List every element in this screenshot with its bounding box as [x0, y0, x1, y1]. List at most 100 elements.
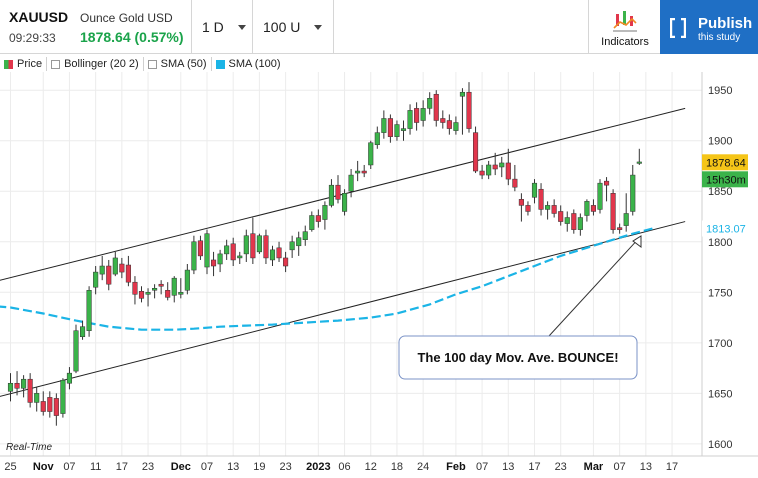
candle [269, 245, 276, 267]
candle-body [623, 213, 629, 226]
candle [309, 211, 315, 232]
candle-body [551, 205, 557, 214]
candle [636, 148, 642, 165]
candle-body [597, 182, 603, 210]
x-tick-label: 23 [555, 461, 567, 473]
candle [446, 114, 452, 135]
candle-body [158, 283, 164, 287]
candle-body [224, 245, 230, 255]
candle [342, 189, 348, 216]
candle-body [400, 128, 407, 131]
candle-body [145, 292, 151, 295]
candle-body [590, 205, 597, 212]
candle-body [348, 174, 354, 192]
candle [564, 211, 570, 232]
candle [171, 276, 177, 303]
candle-body [302, 231, 308, 240]
candle-body [289, 241, 295, 251]
x-tick-label: 13 [227, 461, 239, 473]
candle [604, 177, 610, 202]
candle-body [381, 118, 387, 133]
candle [27, 373, 33, 408]
candle [197, 235, 203, 260]
candle-body [459, 91, 465, 97]
candle-body [538, 188, 544, 210]
candle-body [66, 372, 73, 384]
candle [132, 276, 138, 305]
candle [315, 209, 321, 228]
candle [224, 239, 230, 260]
candle [453, 116, 459, 135]
time-axis: 25 Nov 07 11 17 23 Dec 07 13 19 23 2023 06 12 18 24 Feb 0… [4, 461, 678, 473]
candle-body [584, 201, 590, 216]
candle [505, 148, 511, 186]
sma50-swatch [147, 59, 157, 69]
candle [381, 110, 387, 139]
candle-body [152, 288, 158, 291]
candle [145, 288, 151, 307]
candle-body [355, 170, 361, 174]
candle-body [178, 292, 184, 295]
legend-item-sma50[interactable]: SMA (50) [144, 57, 212, 71]
candle-body [368, 142, 374, 166]
y-tick-label: 1600 [708, 439, 732, 451]
time-tag-bg [702, 171, 748, 188]
candle [499, 156, 505, 178]
candle [53, 393, 59, 426]
candle-body [335, 184, 341, 200]
candle [518, 193, 524, 222]
publish-button[interactable]: Publish this study [660, 0, 758, 54]
interval-dropdown[interactable]: 1 D [192, 0, 253, 54]
bollinger-swatch [51, 59, 61, 69]
x-tick-label: 2023 [306, 461, 330, 473]
publish-label: Publish [698, 15, 753, 32]
candle [597, 179, 603, 214]
candle [440, 110, 446, 129]
candle-body [93, 271, 99, 288]
sma100-swatch [215, 59, 225, 69]
candle-body [492, 164, 498, 170]
candle [414, 102, 420, 131]
candle-body [21, 378, 27, 389]
candle [545, 201, 551, 220]
x-tick-label: 12 [365, 461, 377, 473]
last-price: 1878.64 (0.57%) [80, 29, 184, 45]
candle-body [564, 217, 570, 224]
candle [138, 286, 145, 303]
candle [250, 217, 256, 264]
price-series [7, 82, 642, 426]
candle-body [610, 193, 616, 230]
candle [152, 284, 158, 299]
candle [158, 280, 164, 295]
toolbar: XAUUSD Ounce Gold USD 09:29:33 1878.64 (… [0, 0, 758, 54]
annotation-box [398, 335, 638, 380]
y-tick-label: 1950 [708, 85, 732, 97]
candle [302, 225, 308, 246]
candle-body [237, 255, 243, 259]
candle-body [60, 379, 66, 414]
candle-body [34, 393, 40, 403]
candle [263, 229, 269, 264]
candle [374, 126, 380, 149]
candle [276, 241, 282, 262]
candle-body [315, 215, 321, 222]
legend-item-price[interactable]: Price [0, 57, 48, 71]
indicators-button[interactable]: Indicators [588, 0, 660, 54]
bars-value: 100 U [263, 19, 301, 35]
candle [348, 169, 354, 198]
candle-body [342, 193, 348, 212]
legend-item-sma100[interactable]: SMA (100) [212, 57, 285, 71]
candle [165, 282, 171, 301]
bars-dropdown[interactable]: 100 U [253, 0, 334, 54]
candle [80, 320, 86, 340]
candle [577, 213, 583, 236]
candle-body [531, 182, 538, 198]
candle-body [505, 162, 511, 180]
legend-item-bollinger[interactable]: Bollinger (20 2) [47, 57, 144, 71]
price-tag: 1878.64 [706, 157, 746, 169]
y-tick-label: 1900 [708, 136, 732, 148]
annotation-group: The 100 day Mov. Ave. BOUNCE! [398, 235, 642, 380]
x-tick-label: 23 [279, 461, 291, 473]
x-tick-label: 23 [142, 461, 154, 473]
